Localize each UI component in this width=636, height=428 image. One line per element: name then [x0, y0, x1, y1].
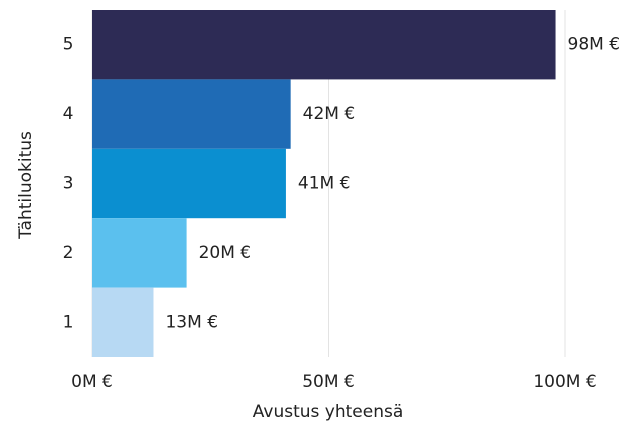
x-axis-label: Avustus yhteensä [253, 402, 404, 422]
data-label: 42M € [303, 104, 356, 124]
bar [92, 287, 154, 357]
bar [92, 148, 286, 219]
y-tick-label: 3 [63, 174, 74, 194]
bar [92, 218, 187, 288]
x-tick-label: 50M € [302, 372, 355, 392]
y-tick-label: 5 [63, 35, 74, 55]
data-label: 41M € [298, 174, 351, 194]
bar [92, 10, 556, 80]
y-tick-label: 2 [63, 243, 74, 263]
y-tick-label: 1 [63, 312, 74, 332]
x-tick-label: 0M € [71, 372, 113, 392]
bar [92, 79, 291, 149]
x-tick-label: 100M € [533, 372, 596, 392]
y-axis-label: Tähtiluokitus [16, 131, 36, 240]
data-label: 98M € [568, 35, 621, 55]
y-tick-label: 4 [63, 104, 74, 124]
data-label: 20M € [199, 243, 252, 263]
data-label: 13M € [165, 312, 218, 332]
